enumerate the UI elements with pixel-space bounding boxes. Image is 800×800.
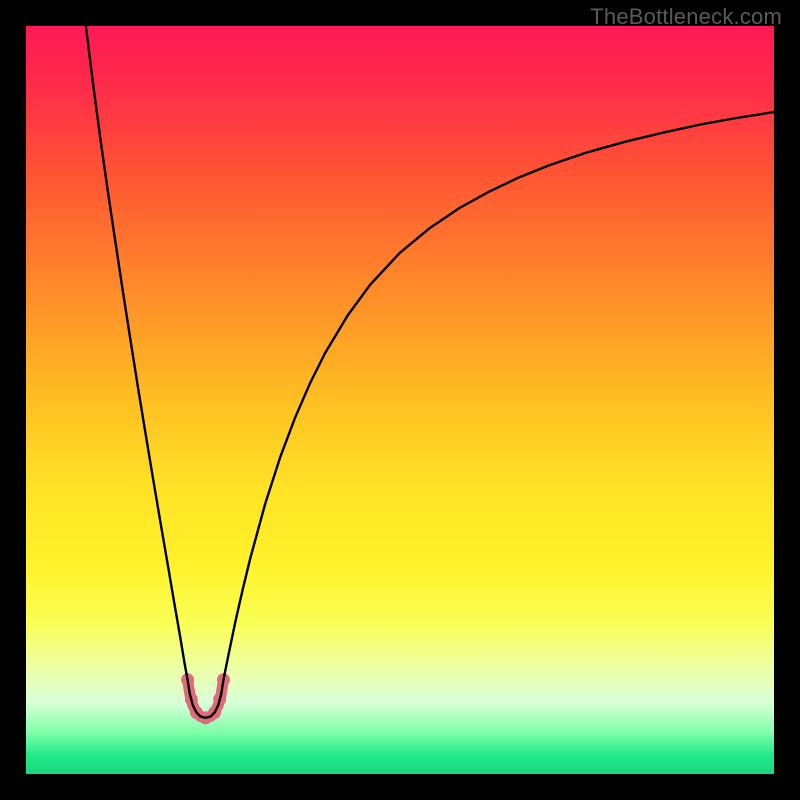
- plot-area: [26, 26, 774, 774]
- chart-frame: TheBottleneck.com: [0, 0, 800, 800]
- gradient-background: [26, 26, 774, 774]
- plot-svg: [26, 26, 774, 774]
